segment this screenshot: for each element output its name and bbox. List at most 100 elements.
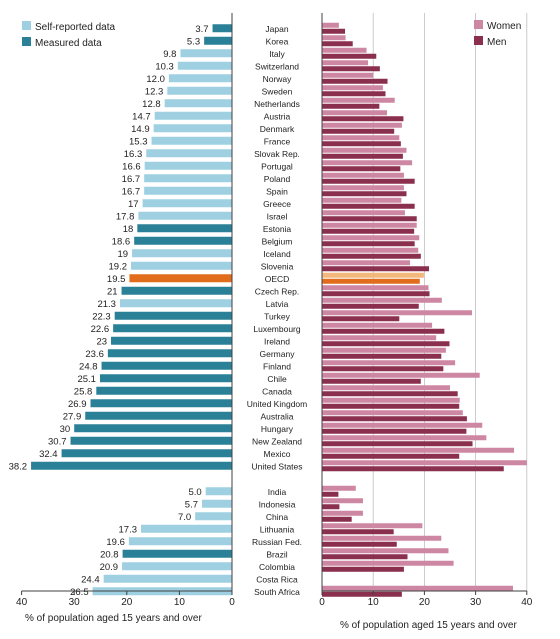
country-label: Indonesia <box>259 499 296 509</box>
country-label: Finland <box>263 361 291 371</box>
men-bar <box>322 91 386 97</box>
men-bar <box>322 78 388 84</box>
men-bar <box>322 316 400 322</box>
country-label: Chile <box>267 374 287 384</box>
left-bar <box>144 186 232 195</box>
women-bar <box>322 197 402 203</box>
women-bar <box>322 435 487 441</box>
men-bar <box>322 491 339 497</box>
left-value-label: 24.8 <box>79 361 98 372</box>
country-label: United States <box>251 461 302 471</box>
left-value-label: 21.3 <box>97 299 116 310</box>
country-label: Italy <box>269 49 285 59</box>
country-label: Hungary <box>261 424 294 434</box>
left-value-label: 19 <box>117 249 128 260</box>
men-bar <box>322 328 445 334</box>
right-tick-label: 10 <box>368 597 380 608</box>
men-bar <box>322 504 340 510</box>
legend-label-men: Men <box>487 37 506 48</box>
women-bar <box>322 247 419 253</box>
country-label: Lithuania <box>260 524 295 534</box>
women-bar <box>322 235 420 241</box>
women-bar <box>322 222 417 228</box>
men-bar <box>322 203 415 209</box>
country-label: Canada <box>262 386 292 396</box>
left-value-label: 7.0 <box>178 512 191 523</box>
left-value-label: 18 <box>123 224 134 235</box>
left-bar <box>114 311 232 320</box>
left-value-label: 16.6 <box>122 161 141 172</box>
left-bar <box>138 211 232 220</box>
left-bar <box>101 361 232 370</box>
men-bar <box>322 391 458 397</box>
country-label: Australia <box>260 411 293 421</box>
legend-swatch-self-reported <box>22 21 31 30</box>
men-bar <box>322 191 407 197</box>
country-label: Sweden <box>262 86 293 96</box>
left-value-label: 12.0 <box>146 74 165 85</box>
men-bar <box>322 591 402 597</box>
left-value-label: 25.1 <box>77 374 96 385</box>
left-value-label: 22.6 <box>91 324 110 335</box>
country-label: Ireland <box>264 336 290 346</box>
men-bar <box>322 554 408 560</box>
left-value-label: 38.2 <box>9 461 28 472</box>
left-value-label: 20.9 <box>100 562 119 573</box>
country-label: Mexico <box>264 449 291 459</box>
women-bar <box>322 460 527 466</box>
country-label: Portugal <box>261 161 293 171</box>
men-bar <box>322 366 444 372</box>
women-bar <box>322 160 413 166</box>
women-bar <box>322 35 346 41</box>
left-value-label: 12.8 <box>142 99 161 110</box>
women-bar <box>322 260 411 266</box>
left-value-label: 23 <box>96 336 107 347</box>
right-tick-label: 40 <box>521 597 533 608</box>
country-label: Spain <box>266 186 288 196</box>
women-bar <box>322 72 374 78</box>
left-value-label: 19.2 <box>109 261 128 272</box>
country-label: United Kingdom <box>247 399 307 409</box>
left-value-label: 23.6 <box>85 349 104 360</box>
country-label: Latvia <box>266 299 289 309</box>
men-bar <box>322 253 421 259</box>
legend-label-self-reported: Self-reported data <box>35 22 115 33</box>
left-bar <box>142 199 232 208</box>
left-bar <box>128 537 232 546</box>
country-label: Switzerland <box>255 61 299 71</box>
women-bar <box>322 510 363 516</box>
left-value-label: 32.4 <box>39 449 58 460</box>
left-bar <box>137 224 232 233</box>
country-label: Israel <box>267 211 288 221</box>
left-bar <box>74 424 232 433</box>
left-bar <box>153 124 232 133</box>
left-value-label: 10.3 <box>155 61 174 72</box>
legend-swatch-measured <box>22 37 31 46</box>
country-label: Czech Rep. <box>255 286 299 296</box>
country-labels: Japan Korea Italy Switzerland Norway Sweden Ne… <box>247 24 307 597</box>
women-bar <box>322 22 339 28</box>
left-value-label: 16.7 <box>122 186 141 197</box>
country-label: Greece <box>263 199 291 209</box>
women-bar <box>322 585 513 591</box>
men-bar <box>322 278 420 284</box>
men-bar <box>322 403 460 409</box>
right-legend: Women Men <box>474 20 521 48</box>
left-value-label: 17.3 <box>119 524 138 535</box>
country-label: Slovenia <box>261 261 294 271</box>
men-bar <box>322 241 415 247</box>
women-bar <box>322 485 356 491</box>
men-bar <box>322 103 380 109</box>
left-bar <box>154 111 232 120</box>
legend-label-measured: Measured data <box>35 38 102 49</box>
country-label: Costa Rica <box>256 574 298 584</box>
left-bar <box>103 574 232 583</box>
left-legend: Self-reported data Measured data <box>22 21 115 49</box>
left-bar <box>90 399 232 408</box>
right-panel: 0 10 20 30 40 <box>319 13 533 608</box>
women-bar <box>322 297 442 303</box>
men-bar <box>322 28 346 34</box>
left-value-label: 19.5 <box>107 274 126 285</box>
left-value-label: 25.8 <box>74 386 93 397</box>
left-tick-label: 20 <box>121 597 133 608</box>
